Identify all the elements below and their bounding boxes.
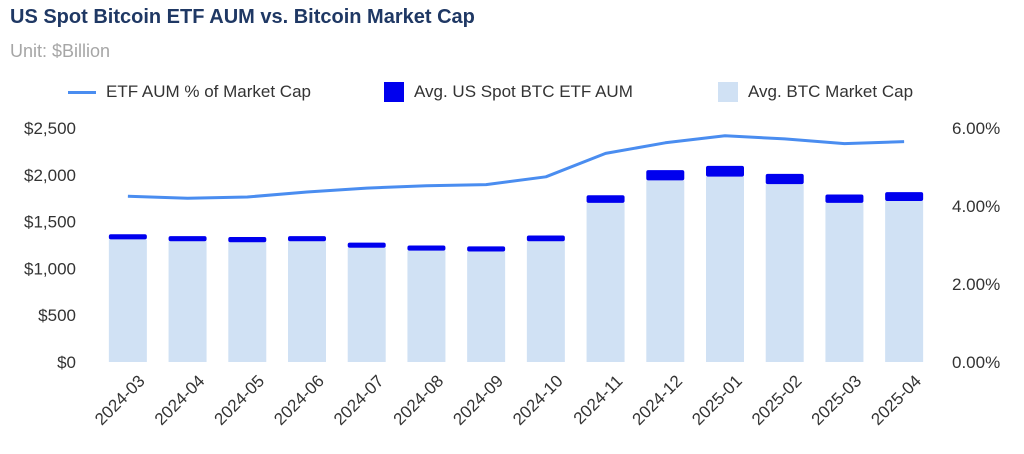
bar-etf-aum (526, 235, 565, 242)
bar-market-cap (168, 241, 207, 362)
legend-line-swatch (68, 90, 96, 94)
bar-etf-aum (765, 173, 804, 185)
bar-etf-aum (825, 194, 864, 203)
bar-etf-aum (168, 236, 207, 242)
bar-market-cap (467, 251, 506, 362)
legend-item-aum: Avg. US Spot BTC ETF AUM (384, 80, 633, 104)
x-tick-label: 2025-03 (808, 371, 866, 429)
legend-item-mcap: Avg. BTC Market Cap (718, 80, 913, 104)
x-tick-label: 2024-04 (151, 371, 209, 429)
x-tick-label: 2025-04 (867, 371, 925, 429)
chart-title: US Spot Bitcoin ETF AUM vs. Bitcoin Mark… (10, 6, 475, 28)
x-tick-label: 2024-10 (509, 371, 567, 429)
bar-etf-aum (228, 237, 267, 243)
bar-market-cap (586, 202, 625, 362)
x-tick-label: 2024-07 (330, 371, 388, 429)
y-left-tick-label: $1,000 (24, 259, 76, 278)
bar-etf-aum (288, 236, 326, 242)
x-tick-label: 2024-03 (91, 371, 149, 429)
y-right-tick-label: 4.00% (952, 197, 1000, 216)
bar-market-cap (347, 247, 386, 362)
legend-label-pct: ETF AUM % of Market Cap (106, 82, 311, 101)
x-tick-label: 2024-08 (390, 371, 448, 429)
y-right-tick-label: 2.00% (952, 275, 1000, 294)
bar-etf-aum (706, 165, 744, 177)
bar-market-cap (108, 239, 147, 362)
x-tick-label: 2025-02 (748, 371, 806, 429)
x-tick-label: 2024-11 (570, 371, 627, 428)
y-left-tick-label: $0 (57, 353, 76, 372)
y-left-tick-label: $1,500 (24, 213, 76, 232)
x-tick-label: 2024-06 (270, 371, 328, 429)
bar-etf-aum (646, 170, 685, 181)
bar-etf-aum (885, 192, 924, 202)
bar-market-cap (407, 250, 446, 362)
bar-market-cap (228, 242, 267, 362)
line-etf-pct (127, 134, 905, 200)
legend-label-mcap: Avg. BTC Market Cap (748, 82, 914, 101)
bar-market-cap (825, 202, 864, 362)
bar-etf-aum (467, 246, 506, 252)
x-tick-label: 2024-09 (449, 371, 507, 429)
bar-market-cap (526, 241, 565, 362)
x-tick-label: 2024-05 (211, 371, 269, 429)
bar-market-cap (765, 184, 804, 362)
bar-market-cap (646, 180, 685, 362)
legend-aum-swatch (384, 82, 404, 102)
legend-mcap-swatch (718, 82, 738, 102)
y-right-tick-label: 6.00% (952, 119, 1000, 138)
legend-label-aum: Avg. US Spot BTC ETF AUM (414, 82, 633, 101)
bar-market-cap (288, 241, 326, 362)
y-left-tick-label: $2,000 (24, 166, 76, 185)
bar-market-cap (706, 176, 744, 362)
bar-etf-aum (108, 234, 147, 240)
legend-item-pct: ETF AUM % of Market Cap (68, 80, 311, 104)
y-right-tick-label: 0.00% (952, 353, 1000, 372)
bar-etf-aum (407, 245, 446, 251)
bar-market-cap (885, 201, 924, 362)
y-left-tick-label: $500 (38, 306, 76, 325)
x-tick-label: 2024-12 (629, 371, 687, 429)
bar-etf-aum (347, 242, 386, 248)
chart-subtitle: Unit: $Billion (10, 41, 111, 61)
bar-etf-aum (586, 195, 625, 203)
x-tick-label: 2025-01 (688, 371, 746, 429)
y-left-tick-label: $2,500 (24, 119, 76, 138)
